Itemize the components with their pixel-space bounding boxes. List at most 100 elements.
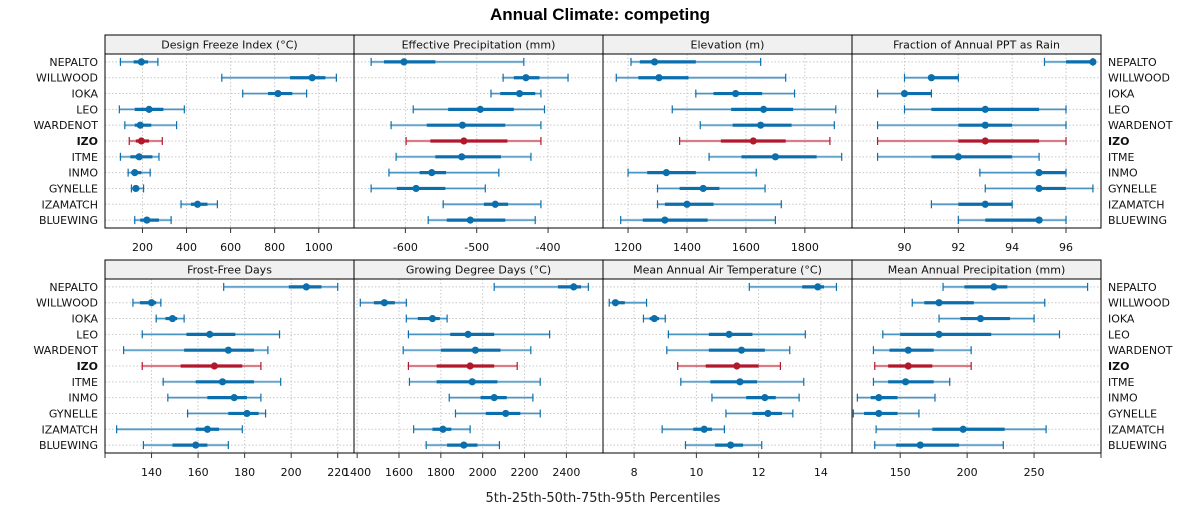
median-point bbox=[466, 216, 474, 224]
data-mark-itme bbox=[872, 377, 951, 386]
median-point bbox=[206, 330, 214, 338]
data-mark-izo bbox=[141, 362, 262, 370]
data-mark-leo bbox=[667, 330, 806, 339]
row-label: ITME bbox=[1108, 376, 1134, 389]
median-point bbox=[976, 314, 985, 323]
data-mark-ioka bbox=[642, 314, 666, 323]
median-point bbox=[439, 425, 447, 433]
data-mark-ioka bbox=[490, 89, 542, 98]
data-mark-nepalto bbox=[748, 282, 838, 291]
median-point bbox=[136, 121, 144, 129]
panel-strip-label: Design Freeze Index (°C) bbox=[161, 39, 297, 52]
median-point bbox=[650, 58, 659, 66]
data-mark-itme bbox=[408, 377, 541, 386]
data-mark-wardenot bbox=[699, 121, 835, 130]
median-point bbox=[274, 89, 282, 98]
median-point bbox=[308, 74, 316, 82]
data-mark-willwood bbox=[911, 298, 1046, 307]
median-point bbox=[135, 153, 143, 161]
data-mark-bluewing bbox=[427, 216, 536, 225]
row-label: INMO bbox=[68, 167, 98, 180]
median-point bbox=[733, 362, 741, 370]
data-mark-ioka bbox=[695, 89, 796, 98]
row-label: IOKA bbox=[1108, 88, 1135, 101]
median-point bbox=[749, 137, 757, 145]
median-point bbox=[471, 346, 479, 354]
data-mark-willwood bbox=[903, 73, 959, 82]
data-mark-itme bbox=[708, 152, 843, 161]
median-point bbox=[132, 184, 140, 193]
chart-title: Annual Climate: competing bbox=[490, 5, 710, 24]
panel-strip-label: Mean Annual Precipitation (mm) bbox=[888, 264, 1065, 277]
data-mark-bluewing bbox=[874, 441, 1004, 450]
panel-1: Effective Precipitation (mm) -600 -500 -400 bbox=[353, 34, 604, 254]
median-point bbox=[725, 330, 733, 338]
panel-2: Elevation (m) 1200 1400 1600 1800 bbox=[602, 34, 853, 254]
row-label: NEPALTO bbox=[49, 56, 98, 69]
axis-tick-label: 2200 bbox=[511, 466, 539, 479]
row-label: WILLWOOD bbox=[36, 72, 98, 85]
row-label: IZO bbox=[77, 360, 98, 373]
panel-6: Mean Annual Air Temperature (°C) 8 10 12 14 bbox=[602, 259, 853, 479]
row-label: NEPALTO bbox=[1108, 281, 1157, 294]
data-mark-leo bbox=[118, 105, 185, 114]
data-mark-willwood bbox=[615, 73, 787, 82]
data-mark-itme bbox=[876, 152, 1040, 161]
row-label: BLUEWING bbox=[39, 214, 98, 227]
row-label: IZO bbox=[1108, 360, 1129, 373]
data-mark-gynelle bbox=[852, 409, 920, 418]
median-point bbox=[935, 299, 943, 307]
median-point bbox=[759, 105, 768, 113]
row-label: LEO bbox=[1108, 103, 1130, 116]
data-mark-leo bbox=[903, 105, 1067, 114]
median-point bbox=[515, 89, 524, 98]
row-label: IZAMATCH bbox=[42, 423, 99, 436]
median-point bbox=[458, 153, 466, 161]
row-label: GYNELLE bbox=[49, 182, 98, 195]
data-mark-nepalto bbox=[223, 282, 339, 291]
median-point bbox=[699, 184, 707, 193]
data-mark-gynelle bbox=[725, 409, 794, 418]
row-label: WILLWOOD bbox=[1108, 297, 1170, 310]
x-axis-title: 5th-25th-50th-75th-95th Percentiles bbox=[486, 491, 721, 506]
data-mark-wardenot bbox=[666, 346, 791, 355]
row-label: ITME bbox=[72, 151, 98, 164]
axis-tick-label: 200 bbox=[132, 241, 153, 254]
axis-tick-label: 90 bbox=[897, 241, 911, 254]
axis-tick-label: 1400 bbox=[673, 241, 701, 254]
data-mark-leo bbox=[141, 330, 281, 339]
median-point bbox=[875, 394, 883, 402]
axis-tick-label: 150 bbox=[890, 466, 911, 479]
median-point bbox=[736, 378, 744, 386]
data-mark-gynelle bbox=[187, 409, 267, 418]
row-label: LEO bbox=[76, 328, 98, 341]
axis-tick-label: 800 bbox=[264, 241, 285, 254]
median-point bbox=[954, 153, 962, 161]
data-mark-gynelle bbox=[370, 184, 486, 193]
data-mark-izamatch bbox=[661, 425, 725, 434]
axis-tick-label: 1200 bbox=[614, 241, 642, 254]
data-mark-bluewing bbox=[957, 216, 1067, 225]
median-point bbox=[145, 105, 153, 113]
median-point bbox=[662, 169, 670, 177]
data-mark-leo bbox=[412, 105, 546, 114]
median-point bbox=[302, 283, 310, 291]
median-point bbox=[732, 89, 740, 98]
panel-7: Mean Annual Precipitation (mm) 150 200 250 bbox=[851, 259, 1102, 479]
panel-strip-label: Mean Annual Air Temperature (°C) bbox=[633, 264, 822, 277]
panel-5: Growing Degree Days (°C) 1400 1600 1800 2000… bbox=[343, 259, 604, 479]
median-point bbox=[650, 314, 658, 323]
median-point bbox=[814, 283, 822, 291]
row-label: IOKA bbox=[72, 313, 99, 326]
median-point bbox=[460, 441, 468, 449]
median-point bbox=[655, 74, 663, 82]
row-label: BLUEWING bbox=[39, 439, 98, 452]
median-point bbox=[137, 58, 145, 66]
median-point bbox=[1035, 216, 1043, 224]
median-point bbox=[981, 137, 989, 145]
row-label: WARDENOT bbox=[34, 119, 99, 132]
data-mark-izamatch bbox=[656, 200, 782, 209]
median-point bbox=[727, 441, 735, 449]
row-labels-left: NEPALTO WILLWOOD IOKA LEO WARDENOT IZO ITME INM… bbox=[34, 56, 99, 452]
